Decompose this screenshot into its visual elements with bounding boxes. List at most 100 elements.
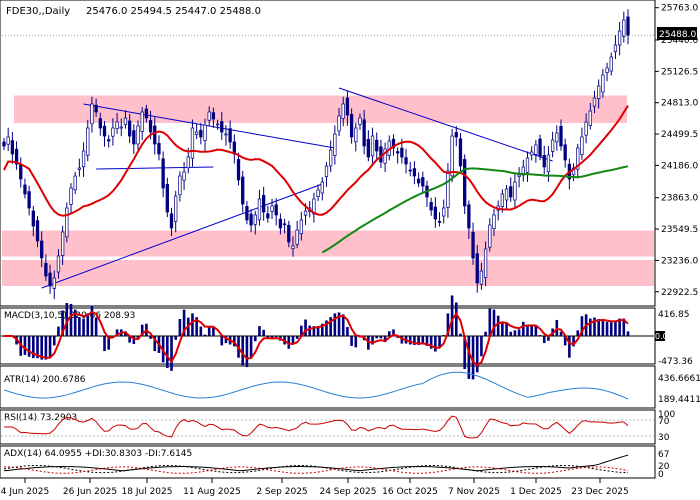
candle-body — [153, 125, 157, 145]
candle-body — [182, 171, 186, 181]
candle-body — [228, 128, 232, 143]
macd-bar — [178, 319, 182, 336]
candle-body — [588, 110, 592, 126]
candle-body — [14, 148, 19, 165]
candle-body — [6, 136, 10, 145]
candle-body — [115, 121, 119, 129]
macd-bar — [429, 336, 433, 349]
macd-bar — [459, 333, 462, 336]
macd-bar — [128, 336, 131, 343]
candle-body — [249, 213, 253, 226]
candle-body — [90, 103, 94, 125]
macd-bar — [496, 315, 500, 336]
macd-bar — [69, 303, 73, 336]
candle-body — [86, 127, 90, 156]
candle-body — [345, 97, 350, 116]
macd-bar — [346, 327, 349, 336]
adx-tick: 20 — [658, 462, 670, 472]
macd-bar — [73, 309, 77, 336]
candle-body — [375, 139, 379, 152]
macd-bar — [576, 330, 580, 336]
candle-body — [446, 170, 450, 208]
macd-bar — [212, 327, 215, 336]
candle-body — [354, 127, 358, 143]
price-tick-label: 25440.0 — [661, 36, 698, 46]
macd-bar — [589, 318, 592, 336]
trendline — [41, 183, 323, 289]
candle-body — [513, 181, 517, 201]
candle-body — [73, 175, 77, 191]
macd-bar — [36, 336, 39, 359]
macd-bar — [547, 336, 550, 341]
macd-bar — [291, 336, 295, 345]
candle-body — [442, 207, 446, 217]
rsi-tick: 70 — [658, 417, 670, 427]
candle-body — [136, 125, 140, 145]
candle-body — [617, 30, 622, 46]
macd-bar — [325, 320, 328, 336]
candle-body — [102, 125, 107, 137]
candle-body — [274, 204, 278, 216]
candle-body — [404, 157, 408, 165]
macd-bar — [195, 317, 198, 336]
macd-bar — [580, 316, 584, 336]
macd-bar — [371, 336, 374, 345]
atr-line — [3, 371, 629, 400]
candle-body — [245, 206, 249, 221]
price-tick-label: 24186.0 — [661, 161, 698, 171]
candle-body — [140, 111, 144, 132]
candle-body — [463, 159, 467, 207]
macd-bar — [387, 331, 391, 336]
candle-body — [199, 129, 203, 138]
candle-body — [165, 184, 169, 213]
upper-zone — [14, 95, 627, 123]
adx-tick: 0 — [658, 470, 664, 480]
macd-bar — [454, 302, 458, 336]
macd-bar — [417, 336, 420, 345]
plus-di-line — [3, 465, 629, 474]
macd-bar — [140, 324, 144, 336]
macd-bar — [174, 336, 178, 340]
macd-bar — [300, 325, 303, 336]
price-tick-label: 25126.5 — [661, 67, 698, 77]
candle-body — [467, 204, 471, 229]
macd-bar — [207, 326, 211, 336]
candle-body — [429, 202, 433, 211]
candle-body — [10, 140, 15, 155]
macd-bar — [203, 334, 207, 336]
candle-body — [349, 114, 354, 138]
macd-bar — [375, 336, 379, 339]
candle-body — [161, 158, 165, 189]
atr-tick: 436.6661 — [658, 374, 700, 384]
macd-bar — [622, 318, 626, 336]
candle-body — [270, 205, 274, 212]
macd-bar — [593, 317, 596, 336]
candle-body — [211, 112, 216, 120]
trendline — [96, 166, 214, 170]
candle-body — [282, 223, 287, 226]
candle-body — [500, 193, 505, 207]
macd-bar — [220, 336, 224, 346]
macd-bar — [316, 326, 320, 336]
macd-bar — [572, 336, 575, 347]
last-price-label: 25488.0 — [657, 27, 697, 40]
macd-bar — [132, 336, 136, 345]
adx-tick: 67 — [658, 450, 669, 460]
macd-bar — [312, 326, 316, 336]
macd-bar — [253, 336, 257, 342]
time-tick-label: 26 Jun 2025 — [63, 487, 117, 497]
candle-body — [178, 175, 182, 196]
candle-body — [224, 133, 228, 136]
candle-body — [504, 188, 509, 201]
macd-bar — [103, 336, 106, 352]
time-tick-label: 16 Oct 2025 — [382, 487, 438, 497]
macd-bar — [480, 336, 483, 357]
atr-tick: 189.4411 — [658, 395, 700, 405]
candle-body — [341, 103, 345, 119]
candle-body — [366, 139, 370, 158]
price-tick-label: 23236.0 — [661, 256, 698, 266]
candle-body — [605, 67, 609, 73]
macd-bar — [614, 321, 617, 336]
macd-bar — [379, 336, 383, 339]
